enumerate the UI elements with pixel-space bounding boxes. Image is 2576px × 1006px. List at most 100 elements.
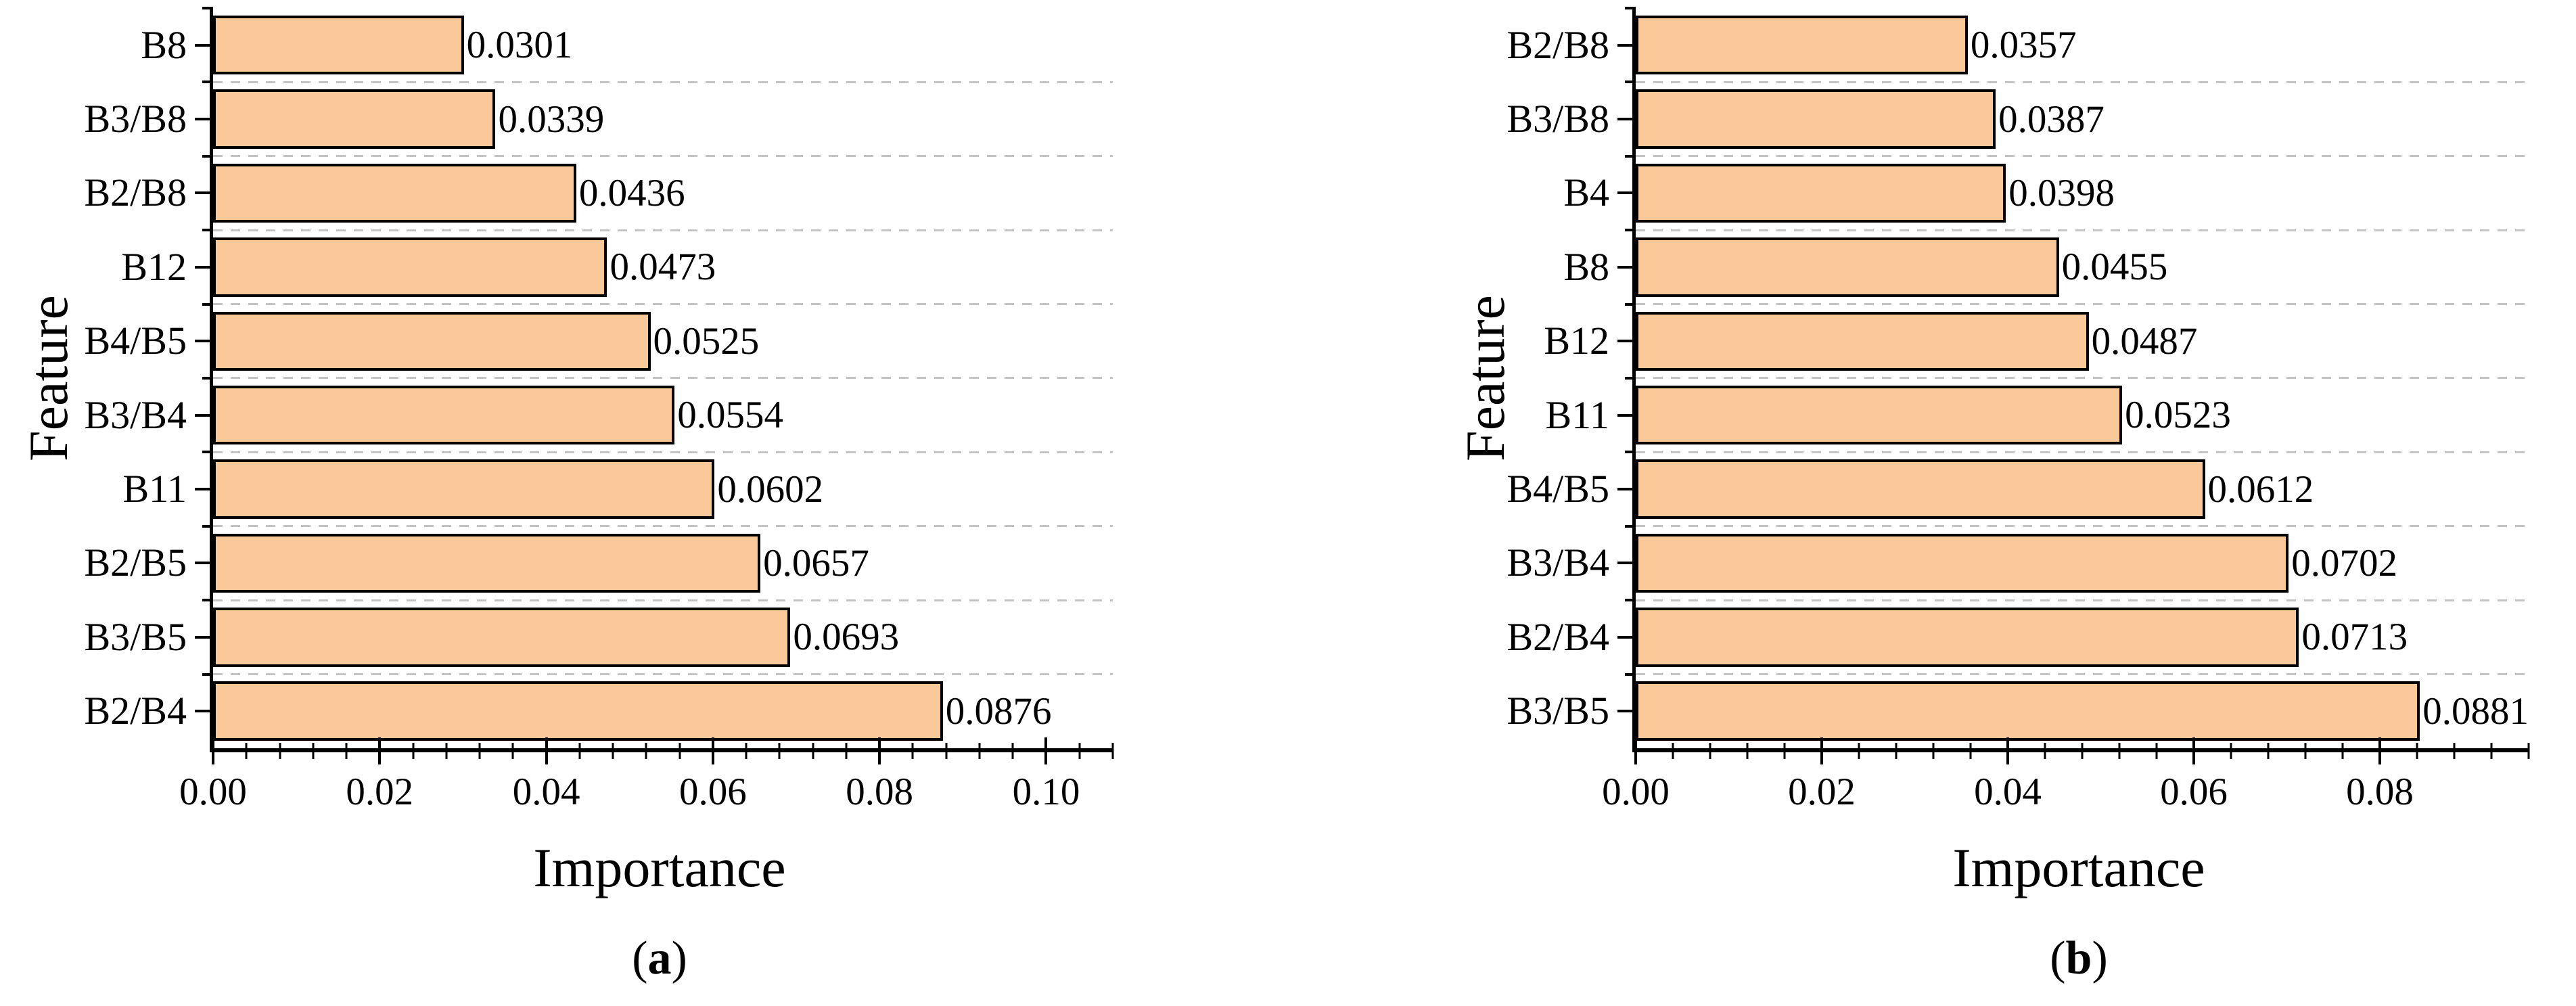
bar-row: B12 0.0473 bbox=[121, 230, 1113, 306]
caption-close-paren: ) bbox=[2092, 932, 2108, 984]
x-axis-minor-tick bbox=[511, 743, 514, 759]
x-axis-major-tick bbox=[1820, 737, 1823, 764]
value-label: 0.0398 bbox=[2008, 171, 2115, 214]
y-axis-minor-tick bbox=[1625, 229, 1636, 232]
x-axis-major-tick bbox=[545, 737, 548, 764]
category-label: B3/B8 bbox=[84, 97, 187, 141]
x-axis-minor-tick bbox=[1111, 743, 1114, 759]
category-label: B2/B8 bbox=[1506, 22, 1610, 67]
caption-letter: a bbox=[647, 932, 672, 984]
y-axis-minor-tick bbox=[202, 524, 213, 528]
value-label: 0.0357 bbox=[1970, 24, 2077, 67]
x-axis-major-tick bbox=[212, 737, 214, 764]
x-axis-minor-tick bbox=[1783, 743, 1786, 759]
category-label: B3/B4 bbox=[1506, 541, 1610, 585]
y-axis-title: Feature bbox=[1454, 295, 1516, 461]
x-axis-minor-tick bbox=[1078, 743, 1081, 759]
y-axis-minor-tick bbox=[1625, 7, 1636, 9]
y-axis-major-tick bbox=[195, 413, 213, 417]
bar-row: B3/B5 0.0693 bbox=[85, 600, 1113, 676]
x-axis-minor-tick bbox=[845, 743, 848, 759]
grid-line bbox=[1636, 303, 2529, 306]
value-label: 0.0876 bbox=[945, 689, 1052, 733]
x-tick-label: 0.06 bbox=[2160, 771, 2228, 813]
x-axis-minor-tick bbox=[978, 743, 981, 759]
x-axis-minor-tick bbox=[478, 743, 481, 759]
grid-line bbox=[213, 673, 1113, 676]
x-axis-minor-tick bbox=[911, 743, 914, 759]
plot-area: B8 0.0301 B3/B8 0.0339 B2/B8 0.0436 B12 0.0473 B… bbox=[85, 7, 1114, 811]
y-axis-major-tick bbox=[1617, 191, 1636, 195]
x-axis-major-tick bbox=[378, 737, 382, 764]
x-axis-title: Importance bbox=[1952, 837, 2205, 898]
caption-open-paren: ( bbox=[632, 932, 648, 984]
y-axis-minor-tick bbox=[1625, 599, 1636, 602]
x-axis-minor-tick bbox=[812, 743, 814, 759]
x-axis-minor-tick bbox=[345, 743, 348, 759]
category-label: B11 bbox=[1545, 392, 1609, 437]
importance-bar bbox=[213, 163, 576, 223]
bar-row: B3/B4 0.0702 bbox=[1507, 526, 2529, 602]
x-axis-minor-tick bbox=[778, 743, 781, 759]
value-label: 0.0525 bbox=[653, 319, 760, 363]
x-axis-minor-tick bbox=[445, 743, 448, 759]
category-label: B3/B4 bbox=[84, 392, 187, 437]
value-label: 0.0473 bbox=[610, 246, 716, 289]
y-axis-minor-tick bbox=[202, 229, 213, 232]
bar-row: B3/B8 0.0387 bbox=[1507, 82, 2529, 158]
importance-bar bbox=[213, 311, 651, 371]
category-label: B3/B8 bbox=[1506, 97, 1610, 141]
category-label: B2/B8 bbox=[84, 170, 187, 215]
importance-bar bbox=[213, 237, 607, 297]
x-axis-minor-tick bbox=[1932, 743, 1935, 759]
grid-line bbox=[1636, 155, 2529, 158]
grid-line bbox=[1636, 673, 2529, 676]
x-tick-label: 0.10 bbox=[1012, 771, 1080, 813]
chart-panel-b: Feature B2/B8 0.0357 B3/B8 0.0387 B4 0.0398 B8… bbox=[1288, 0, 2576, 1006]
y-axis-minor-tick bbox=[1625, 672, 1636, 676]
y-axis-major-tick bbox=[195, 118, 213, 121]
grid-line bbox=[213, 451, 1113, 453]
bar-row: B11 0.0523 bbox=[1545, 378, 2529, 454]
bar-rows: B2/B8 0.0357 B3/B8 0.0387 B4 0.0398 B8 0.0455 B1… bbox=[1507, 7, 2529, 748]
grid-line bbox=[1636, 599, 2529, 601]
grid-line bbox=[213, 599, 1113, 601]
y-axis-major-tick bbox=[195, 562, 213, 565]
grid-line bbox=[1636, 81, 2529, 83]
value-label: 0.0602 bbox=[717, 467, 824, 511]
y-axis-minor-tick bbox=[202, 672, 213, 676]
x-axis-major-tick bbox=[1044, 737, 1048, 764]
y-axis-minor-tick bbox=[1625, 524, 1636, 528]
y-axis-major-tick bbox=[1617, 710, 1636, 713]
y-axis-minor-tick bbox=[1625, 451, 1636, 454]
importance-bar bbox=[1636, 533, 2289, 593]
y-axis-major-tick bbox=[1617, 562, 1636, 565]
y-axis-minor-tick bbox=[1625, 81, 1636, 84]
grid-line bbox=[1636, 451, 2529, 453]
y-axis-major-tick bbox=[195, 340, 213, 343]
category-label: B4/B5 bbox=[1506, 467, 1610, 511]
bar-row: B2/B5 0.0657 bbox=[85, 526, 1113, 602]
x-axis-major-tick bbox=[1634, 737, 1637, 764]
y-axis-minor-tick bbox=[202, 599, 213, 602]
x-axis-minor-tick bbox=[2230, 743, 2232, 759]
y-axis-major-tick bbox=[1617, 413, 1636, 417]
x-tick-label: 0.02 bbox=[346, 771, 414, 813]
bar-row: B4 0.0398 bbox=[1563, 156, 2529, 232]
bar-row: B3/B8 0.0339 bbox=[85, 82, 1113, 158]
bar-row: B12 0.0487 bbox=[1544, 304, 2529, 380]
grid-line bbox=[213, 303, 1113, 306]
category-label: B12 bbox=[121, 244, 187, 289]
bar-row: B4/B5 0.0612 bbox=[1507, 452, 2529, 528]
value-label: 0.0487 bbox=[2091, 319, 2198, 363]
x-axis-minor-tick bbox=[2416, 743, 2418, 759]
y-axis-minor-tick bbox=[1625, 302, 1636, 306]
caption-open-paren: ( bbox=[2050, 932, 2066, 984]
x-axis-minor-tick bbox=[2155, 743, 2158, 759]
category-label: B2/B4 bbox=[1506, 614, 1610, 659]
bar-row: B8 0.0455 bbox=[1563, 230, 2529, 306]
x-axis-minor-tick bbox=[2490, 743, 2493, 759]
y-axis-minor-tick bbox=[202, 7, 213, 9]
chart-panel-a: Feature B8 0.0301 B3/B8 0.0339 B2/B8 0.0436 B1… bbox=[18, 7, 1114, 984]
bar-row: B2/B8 0.0436 bbox=[85, 156, 1113, 232]
